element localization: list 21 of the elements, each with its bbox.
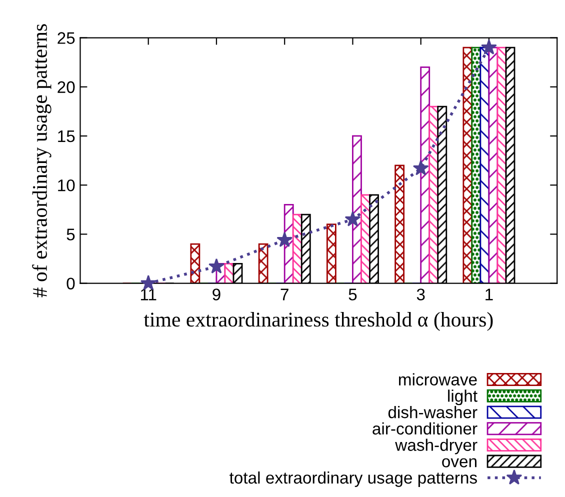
- legend-label: light: [448, 390, 478, 406]
- y-tick-label: 5: [66, 228, 75, 240]
- legend-label: wash-dryer: [395, 438, 478, 454]
- x-axis-title: time extraordinariness threshold α (hours): [144, 312, 493, 331]
- x-tick-label: 9: [212, 288, 220, 300]
- legend-label: air-conditioner: [372, 422, 478, 435]
- legend-label: dish-washer: [388, 406, 478, 418]
- x-tick-label: 3: [416, 288, 425, 300]
- x-tick-label: 11: [140, 288, 156, 300]
- x-tick-label: 5: [348, 288, 357, 300]
- y-axis-title: # of extraordinary usage patterns: [32, 24, 52, 298]
- y-tick-label: 15: [58, 130, 75, 142]
- y-tick-label: 0: [66, 278, 75, 290]
- legend-label: microwave: [399, 373, 477, 386]
- legend-label: total extraordinary usage patterns: [230, 471, 477, 487]
- x-tick-label: 7: [280, 288, 288, 300]
- legend-label: oven: [442, 458, 476, 468]
- y-tick-label: 20: [58, 81, 75, 94]
- x-tick-label: 1: [486, 288, 493, 300]
- y-tick-label: 25: [58, 32, 75, 44]
- y-tick-label: 10: [58, 179, 75, 192]
